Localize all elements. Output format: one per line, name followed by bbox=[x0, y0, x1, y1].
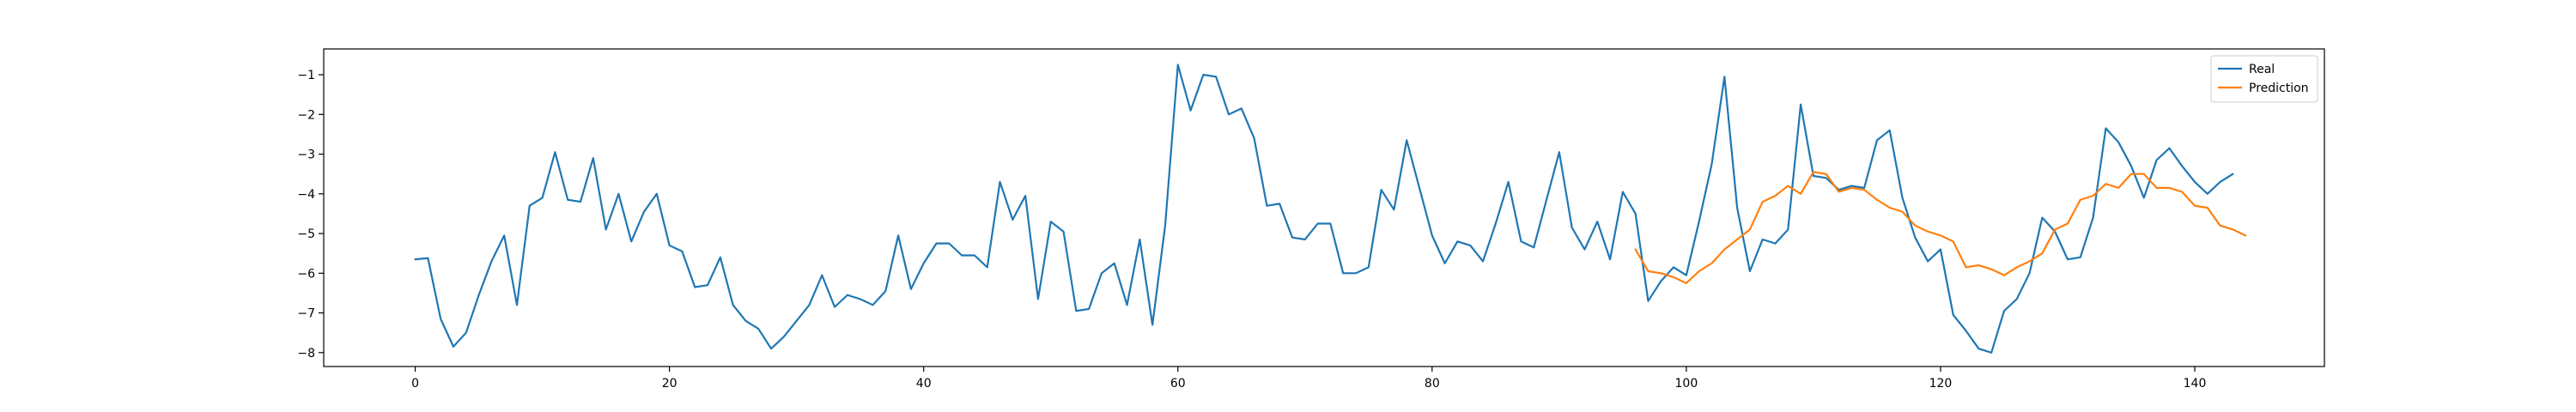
y-tick-label: −8 bbox=[297, 347, 315, 360]
x-tick-label: 120 bbox=[1929, 377, 1953, 391]
y-tick-label: −3 bbox=[297, 148, 315, 162]
y-tick-label: −5 bbox=[297, 227, 315, 241]
y-tick-label: −7 bbox=[297, 307, 315, 321]
x-tick-label: 80 bbox=[1425, 377, 1440, 391]
x-tick-label: 20 bbox=[662, 377, 677, 391]
legend-box bbox=[2210, 55, 2318, 103]
x-tick-label: 60 bbox=[1170, 377, 1186, 391]
axes-frame bbox=[323, 48, 2325, 367]
plot-area bbox=[414, 64, 2247, 354]
series-line-real bbox=[414, 64, 2234, 354]
legend-label-prediction: Prediction bbox=[2249, 82, 2309, 95]
x-tick-label: 100 bbox=[1675, 377, 1698, 391]
y-tick-label: −2 bbox=[297, 108, 315, 122]
y-tick-label: −4 bbox=[297, 188, 315, 202]
y-tick-label: −6 bbox=[297, 267, 315, 281]
legend: Real Prediction bbox=[2210, 55, 2318, 103]
x-tick-label: 0 bbox=[411, 377, 419, 391]
legend-label-real: Real bbox=[2249, 63, 2275, 76]
x-tick-label: 140 bbox=[2184, 377, 2207, 391]
axes: 0 20 40 60 80 100 120 140 −1 −2 −3 −4 −5 −6 −7 −8 bbox=[297, 48, 2325, 391]
x-tick-label: 40 bbox=[916, 377, 932, 391]
y-tick-label: −1 bbox=[297, 69, 315, 82]
series-line-prediction bbox=[1634, 171, 2247, 284]
